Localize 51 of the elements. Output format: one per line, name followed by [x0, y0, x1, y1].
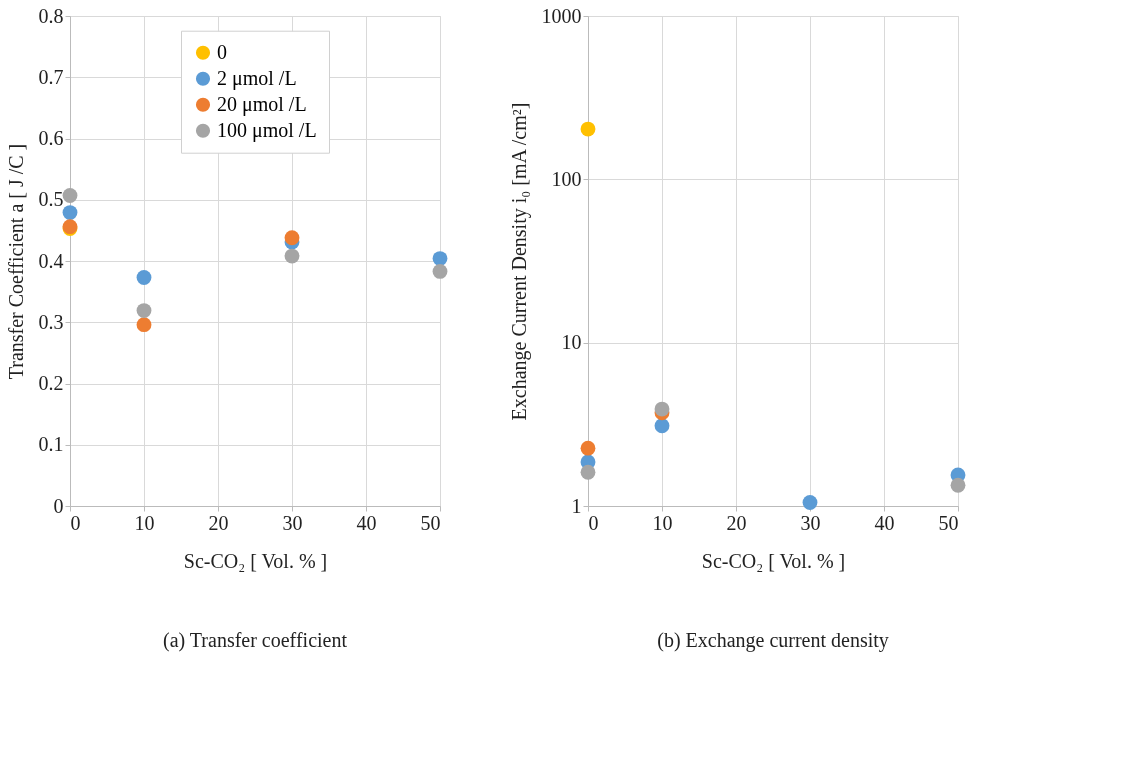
point — [802, 495, 818, 510]
point — [136, 303, 152, 319]
x-tick-label: 30 — [800, 511, 821, 534]
y-tick-label: 0.4 — [38, 249, 64, 272]
y-tick-label: 0.1 — [38, 433, 64, 456]
legend-label: 0 — [217, 40, 227, 63]
point — [62, 188, 78, 203]
point — [432, 251, 448, 266]
y-tick-label: 100 — [551, 167, 582, 190]
x-tick-label: 40 — [356, 511, 377, 534]
point — [136, 317, 152, 333]
x-tick-label: 40 — [874, 511, 895, 534]
x-tick-label: 50 — [420, 511, 441, 534]
point — [62, 205, 78, 221]
y-tick-label: 0.3 — [38, 310, 64, 333]
y-tick-label: 1 — [571, 494, 582, 517]
text: (b) Exchange current density — [657, 629, 889, 652]
y-tick-label: 0.8 — [38, 4, 64, 27]
x-tick-label: 20 — [208, 511, 229, 534]
point — [654, 401, 670, 417]
x-tick-label: 50 — [938, 511, 959, 534]
y-tick-label: 10 — [561, 331, 582, 354]
point — [580, 440, 596, 456]
point — [950, 477, 966, 493]
x-tick-label: 30 — [282, 511, 303, 534]
x-axis-title: Sc-CO₂ [ Vol. % ] — [183, 549, 328, 572]
legend-label: 2 μmol /L — [217, 66, 297, 90]
point — [580, 464, 596, 480]
point — [580, 121, 596, 137]
y-tick-label: 1000 — [541, 4, 582, 27]
y-tick-label: 0.2 — [38, 372, 64, 394]
x-tick-label: 0 — [70, 511, 81, 534]
x-tick-label: 10 — [652, 511, 673, 534]
y-tick-label: 0.6 — [38, 127, 64, 149]
text: (a) Transfer coefficient — [162, 629, 348, 652]
point — [136, 270, 152, 285]
point — [432, 264, 448, 279]
x-tick-label: 20 — [726, 511, 747, 534]
y-tick-label: 0.5 — [38, 188, 64, 211]
legend-label: 20 μmol /L — [217, 92, 307, 116]
y-axis-title: Transfer Coefficient a [ J /C ] — [4, 143, 27, 380]
y-tick-label: 0.7 — [38, 65, 64, 88]
x-axis-title: Sc-CO₂ [ Vol. % ] — [701, 549, 846, 572]
y-tick-label: 0 — [53, 494, 64, 517]
point — [284, 230, 300, 246]
y-axis-title: Exchange Current Density i₀ [mA /cm²] — [507, 102, 531, 421]
x-tick-label: 10 — [134, 511, 155, 534]
point — [284, 248, 300, 264]
point — [654, 418, 670, 434]
legend-label: 100 μmol /L — [217, 118, 317, 142]
x-tick-label: 0 — [588, 511, 599, 534]
